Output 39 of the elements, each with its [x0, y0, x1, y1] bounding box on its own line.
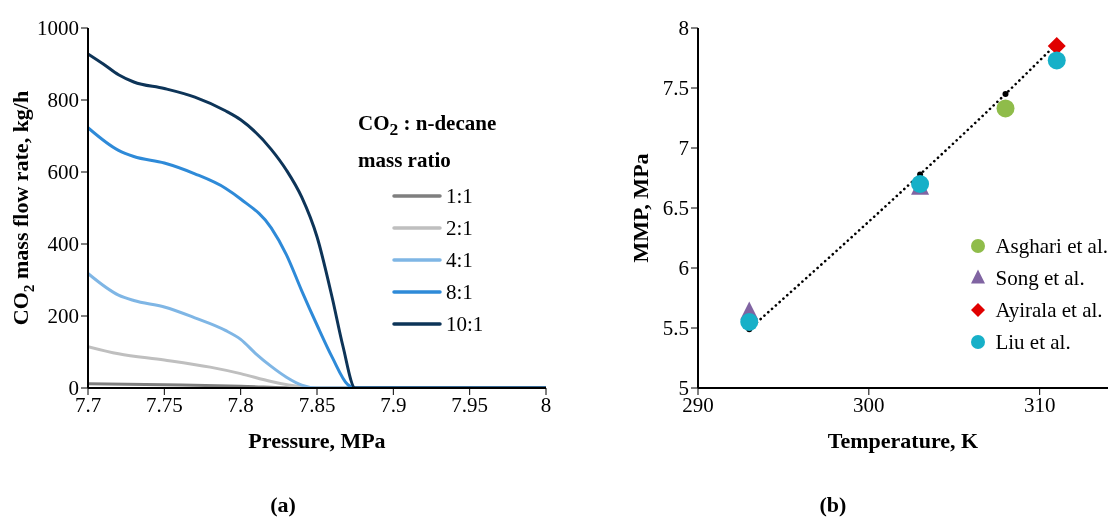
x-tick-label: 8 — [540, 392, 552, 417]
x-axis-title: Temperature, K — [827, 428, 979, 453]
point — [1047, 37, 1066, 55]
y-tick-label: 800 — [47, 88, 79, 113]
legend-label: Asghari et al. — [995, 233, 1108, 259]
legend-label: 4:1 — [446, 247, 473, 273]
legend-label: Song et al. — [995, 265, 1085, 291]
text: (b) — [818, 492, 848, 518]
point — [740, 313, 759, 331]
y-tick-label: 7 — [678, 136, 689, 161]
y-tick-label: 400 — [47, 232, 79, 257]
y-tick-label: 200 — [47, 304, 79, 329]
y-tick-label: 1000 — [37, 16, 79, 41]
y-tick-label: 5.5 — [662, 316, 689, 341]
legend-title: CO$_{2}$ : n-decane mass ratio — [358, 110, 498, 175]
y-tick-label: 600 — [47, 160, 79, 185]
y-tick-label: 7.5 — [662, 76, 689, 101]
legend-label: 8:1 — [446, 279, 473, 305]
x-axis-title: Pressure, MPa — [248, 428, 386, 453]
y-axis-title: MMP, MPa — [627, 153, 653, 263]
x-tick-label: 7.8 — [227, 392, 254, 417]
point — [996, 99, 1015, 118]
y-tick-label: 6.5 — [662, 196, 689, 221]
legend-label: 10:1 — [446, 311, 484, 337]
y-tick-label: 8 — [678, 16, 689, 41]
x-tick-label: 7.95 — [451, 392, 489, 417]
x-tick-label: 7.85 — [298, 392, 336, 417]
point — [1002, 91, 1009, 97]
point — [1047, 51, 1066, 70]
legend-label: Ayirala et al. — [995, 297, 1103, 323]
y-tick-label: 6 — [678, 256, 689, 281]
x-tick-label: 300 — [853, 392, 885, 417]
x-tick-label: 7.75 — [145, 392, 183, 417]
legend-label: 2:1 — [446, 215, 473, 241]
x-tick-label: 310 — [1023, 392, 1056, 417]
x-tick-label: 7.9 — [380, 392, 407, 417]
text: (a) — [269, 492, 297, 518]
legend-label: 1:1 — [446, 183, 473, 209]
legend-label: Liu et al. — [995, 329, 1071, 355]
